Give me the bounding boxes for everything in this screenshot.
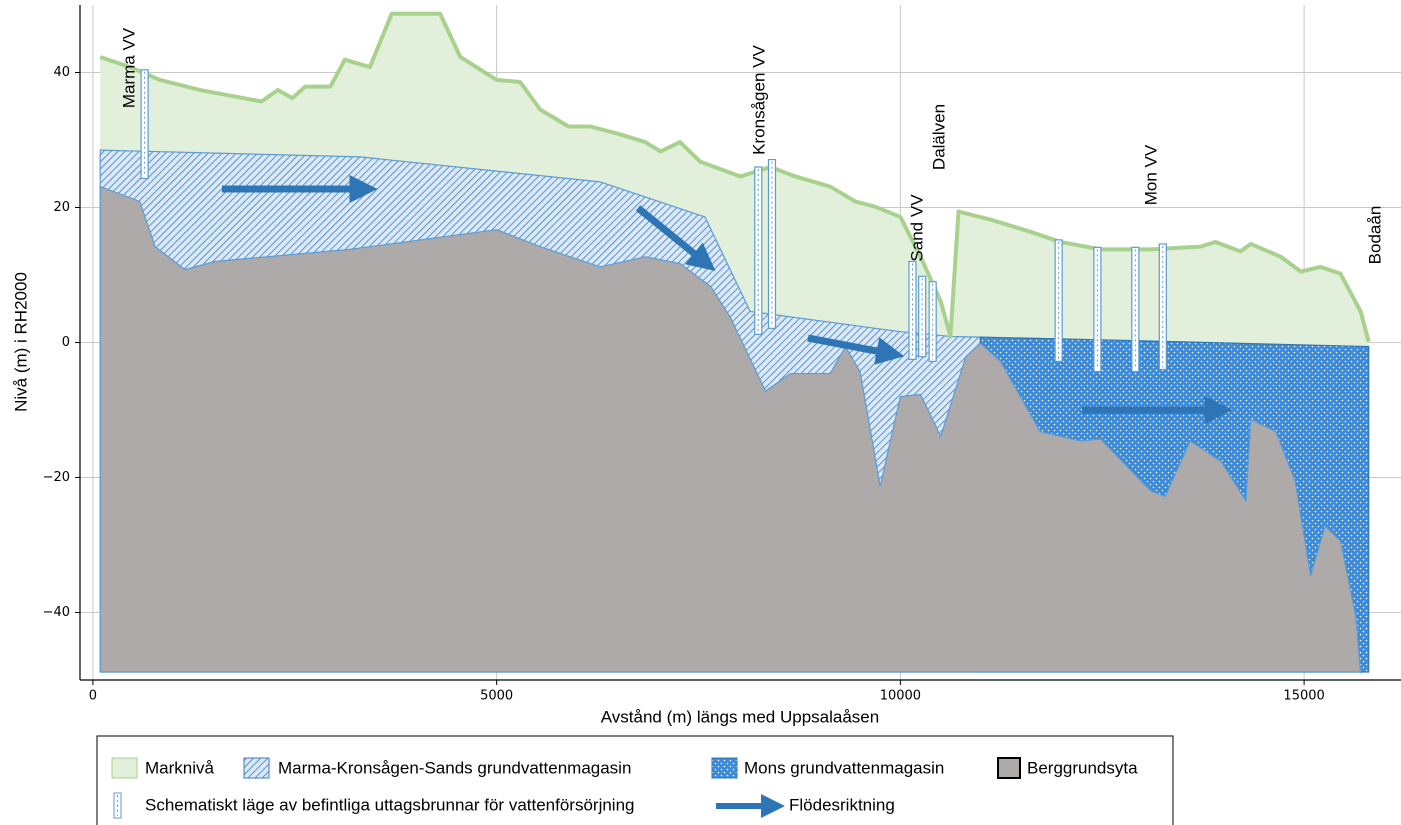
plot-area: Marma VV Kronsågen VV Dalälven Sand VV Mon V…	[43, 5, 1401, 704]
annotation: Dalälven	[929, 104, 948, 170]
x-tick-label: 5000	[480, 689, 513, 704]
y-tick-label: 40	[53, 65, 70, 80]
annotation: Kronsågen VV	[749, 45, 768, 155]
legend-swatch	[112, 758, 137, 778]
y-tick-label: −20	[43, 470, 70, 485]
y-axis-label: Nivå (m) i RH2000	[11, 272, 30, 412]
y-tick-label: 20	[53, 200, 70, 215]
legend-label: Marknivå	[145, 758, 215, 777]
y-tick-label: −40	[43, 605, 70, 620]
legend-label: Mons grundvattenmagasin	[744, 758, 944, 777]
chart: Marma VV Kronsågen VV Dalälven Sand VV Mon V…	[0, 0, 1401, 825]
legend-label: Marma-Kronsågen-Sands grundvattenmagasin	[278, 758, 631, 777]
annotation: Mon VV	[1141, 144, 1160, 205]
legend-label: Berggrundsyta	[1027, 758, 1138, 777]
x-tick-label: 10000	[880, 689, 921, 704]
x-tick-label: 15000	[1283, 689, 1324, 704]
legend-label: Schematiskt läge av befintliga uttagsbru…	[145, 795, 635, 814]
x-tick-label: 0	[89, 689, 97, 704]
legend-swatch	[244, 758, 269, 778]
annotation: Sand VV	[907, 194, 926, 262]
annotation: Marma VV	[119, 27, 138, 108]
annotation: Bodaån	[1365, 206, 1384, 265]
legend-swatch	[998, 758, 1020, 778]
page: Marma VV Kronsågen VV Dalälven Sand VV Mon V…	[0, 0, 1401, 825]
y-tick-label: 0	[62, 335, 70, 350]
x-axis-label: Avstånd (m) längs med Uppsalaåsen	[601, 707, 879, 726]
legend-swatch	[712, 758, 737, 778]
legend-label: Flödesriktning	[789, 795, 895, 814]
